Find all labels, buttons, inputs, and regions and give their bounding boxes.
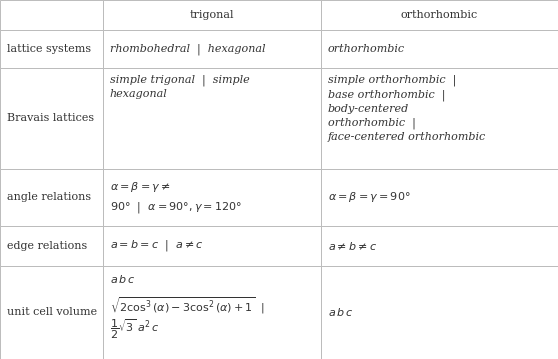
Bar	[0, 30, 103, 68]
Text: $a = b = c$  |  $a \neq c$: $a = b = c$ | $a \neq c$	[110, 238, 204, 253]
Text: edge relations: edge relations	[7, 241, 87, 251]
Bar	[103, 226, 321, 266]
Text: $a \neq b \neq c$: $a \neq b \neq c$	[328, 240, 377, 252]
Text: $\dfrac{1}{2}\sqrt{3}\;a^2\,c$: $\dfrac{1}{2}\sqrt{3}\;a^2\,c$	[110, 318, 160, 341]
Text: orthorhombic: orthorhombic	[328, 44, 405, 54]
Text: Bravais lattices: Bravais lattices	[7, 113, 94, 123]
Text: $\alpha = \beta = \gamma = 90°$: $\alpha = \beta = \gamma = 90°$	[328, 191, 410, 204]
Bar	[0, 226, 103, 266]
Bar	[0, 68, 103, 169]
Text: rhombohedral  |  hexagonal: rhombohedral | hexagonal	[110, 43, 266, 55]
Bar	[103, 68, 321, 169]
Bar	[321, 226, 558, 266]
Bar	[103, 0, 321, 30]
Bar	[0, 169, 103, 226]
Bar	[321, 68, 558, 169]
Text: $a\,b\,c$: $a\,b\,c$	[328, 306, 353, 318]
Text: angle relations: angle relations	[7, 192, 91, 202]
Bar	[321, 169, 558, 226]
Text: trigonal: trigonal	[190, 10, 234, 20]
Bar	[103, 30, 321, 68]
Text: lattice systems: lattice systems	[7, 44, 91, 54]
Bar	[321, 30, 558, 68]
Text: orthorhombic: orthorhombic	[401, 10, 478, 20]
Text: $a\,b\,c$: $a\,b\,c$	[110, 273, 136, 285]
Bar	[321, 266, 558, 359]
Text: $\sqrt{2\cos^3(\alpha)-3\cos^2(\alpha)+1}$  |: $\sqrt{2\cos^3(\alpha)-3\cos^2(\alpha)+1…	[110, 295, 264, 316]
Bar	[103, 169, 321, 226]
Bar	[321, 0, 558, 30]
Bar	[0, 0, 103, 30]
Text: unit cell volume: unit cell volume	[7, 307, 97, 317]
Text: simple orthorhombic  |
base orthorhombic  |
body-centered
orthorhombic  |
face-c: simple orthorhombic | base orthorhombic …	[328, 75, 486, 142]
Text: $\alpha = \beta = \gamma \neq$
$90°$  |  $\alpha = 90°, \gamma = 120°$: $\alpha = \beta = \gamma \neq$ $90°$ | $…	[110, 180, 242, 215]
Bar	[103, 266, 321, 359]
Text: simple trigonal  |  simple
hexagonal: simple trigonal | simple hexagonal	[110, 75, 249, 99]
Bar	[0, 266, 103, 359]
